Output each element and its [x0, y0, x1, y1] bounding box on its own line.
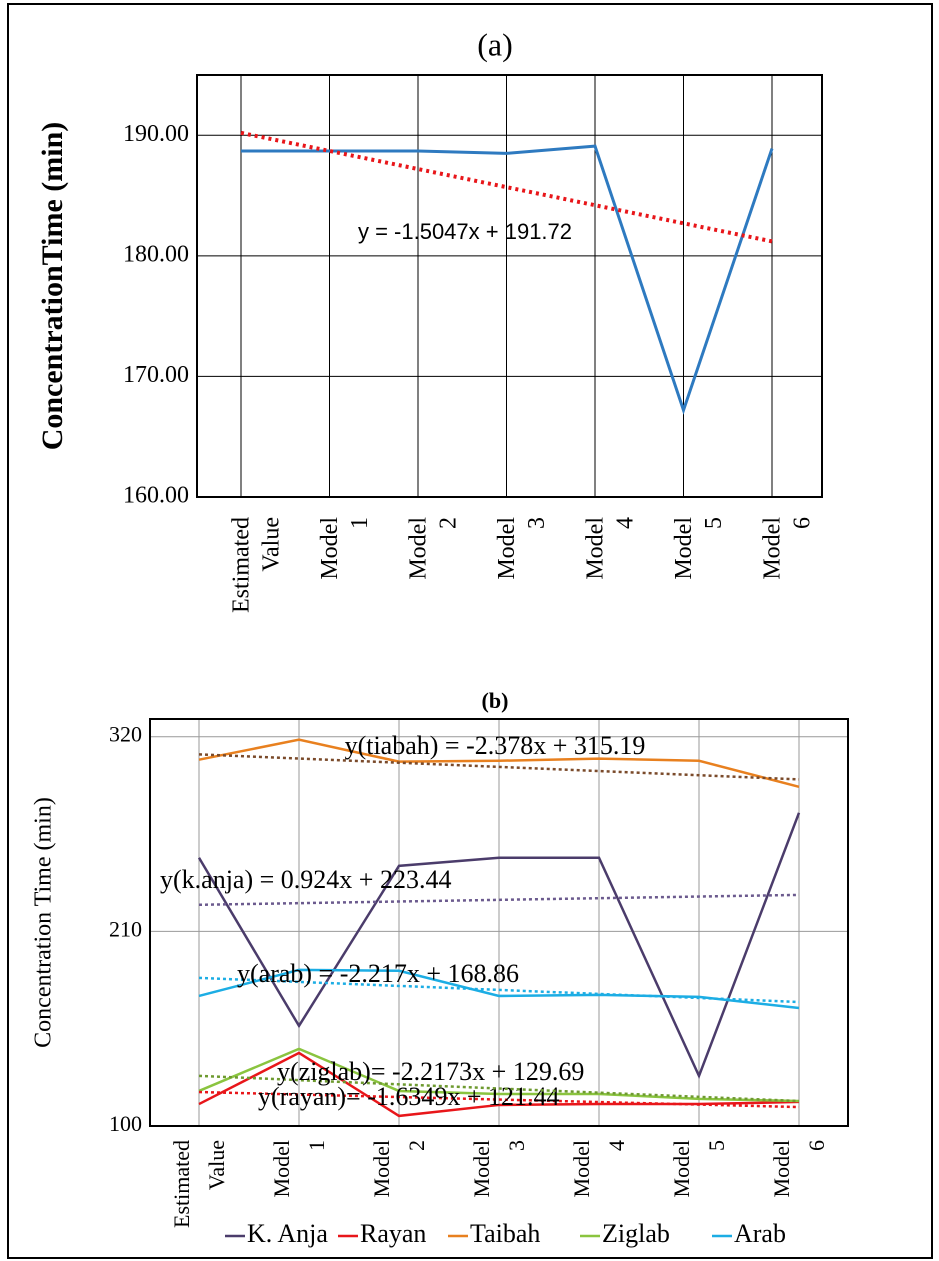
y-tick-label: 210 — [109, 916, 142, 941]
legend-label: K. Anja — [247, 1219, 328, 1248]
trend-line — [198, 893, 800, 907]
legend-label: Taibah — [470, 1219, 540, 1248]
legend-label: Rayan — [360, 1219, 426, 1248]
y-tick-label: 320 — [109, 722, 142, 747]
x-tick-label: Model — [269, 1140, 294, 1197]
x-tick-label: Model — [669, 1140, 694, 1197]
x-tick-label: Model — [317, 517, 343, 580]
x-tick-label: 2 — [404, 1140, 429, 1151]
trend-line — [198, 1090, 800, 1109]
x-tick-label: Model — [469, 1140, 494, 1197]
chart-title: (a) — [477, 26, 513, 62]
x-tick-label: Model — [769, 1140, 794, 1197]
y-tick-label: 180.00 — [123, 241, 189, 267]
trend-equation: y(arab) = -2.217x + 168.86 — [237, 959, 519, 988]
x-tick-label: Model — [369, 1140, 394, 1197]
trend-equation: y(rayan)= -1.6349x + 121.44 — [258, 1082, 560, 1111]
legend-label: Arab — [734, 1219, 786, 1248]
x-tick-label: 6 — [790, 517, 816, 529]
x-tick-label: 4 — [613, 517, 639, 529]
figure-border — [7, 3, 933, 1259]
x-tick-label: Model — [760, 517, 786, 580]
trend-line — [198, 1074, 800, 1103]
plot-frame — [149, 718, 849, 1127]
trend-equation: y(ziglab)= -2.2173x + 129.69 — [277, 1057, 584, 1086]
x-tick-label: Model — [583, 517, 609, 580]
x-tick-label: 4 — [604, 1140, 629, 1151]
x-tick-label: 2 — [436, 517, 462, 529]
trend-line — [198, 753, 800, 781]
series-line — [198, 1047, 800, 1103]
y-tick-label: 100 — [109, 1111, 142, 1136]
y-tick-label: 190.00 — [123, 121, 189, 147]
y-axis-label: Concentration Time (min) — [31, 797, 57, 1048]
x-tick-label: 5 — [701, 517, 727, 529]
x-tick-label: 3 — [504, 1140, 529, 1151]
plot-frame — [196, 74, 823, 498]
chart-title: (b) — [482, 688, 509, 713]
x-tick-label: Estimated — [229, 517, 255, 613]
series-line — [241, 144, 774, 415]
x-tick-label: Model — [569, 1140, 594, 1197]
y-tick-label: 170.00 — [123, 362, 189, 388]
x-tick-label: 1 — [347, 517, 373, 529]
trend-equation: y = -1.5047x + 191.72 — [358, 219, 572, 244]
trend-equation: y(k.anja) = 0.924x + 223.44 — [160, 865, 451, 894]
legend-label: Ziglab — [602, 1219, 670, 1248]
y-axis-label: ConcentrationTime (min) — [36, 122, 69, 451]
x-tick-label: Value — [204, 1140, 229, 1190]
y-tick-label: 160.00 — [123, 483, 189, 509]
x-tick-label: Model — [671, 517, 697, 580]
series-line — [198, 738, 800, 788]
x-tick-label: 3 — [524, 517, 550, 529]
x-tick-label: 6 — [804, 1140, 829, 1151]
x-tick-label: Model — [494, 517, 520, 580]
trend-line — [198, 976, 800, 1004]
trend-equation: y(tiabah) = -2.378x + 315.19 — [345, 731, 646, 760]
x-tick-label: Estimated — [169, 1140, 194, 1228]
x-tick-label: Value — [259, 517, 285, 572]
series-line — [197, 812, 801, 1080]
x-tick-label: 1 — [304, 1140, 329, 1151]
x-tick-label: 5 — [704, 1140, 729, 1151]
x-tick-label: Model — [406, 517, 432, 580]
